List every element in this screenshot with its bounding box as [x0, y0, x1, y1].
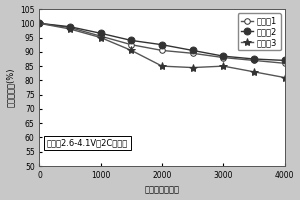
实施例3 — [68, 28, 72, 30]
实施例2 — [38, 22, 41, 25]
Line: 实施例2: 实施例2 — [36, 20, 288, 64]
Line: 实施例1: 实施例1 — [37, 21, 287, 66]
实施例3 — [191, 66, 194, 69]
实施例1 — [68, 26, 72, 29]
实施例3 — [130, 49, 133, 52]
实施例3 — [38, 22, 41, 25]
实施例2 — [68, 26, 72, 28]
实施例1 — [252, 59, 256, 62]
实施例2 — [160, 44, 164, 46]
实施例3 — [160, 65, 164, 67]
实施例2 — [252, 58, 256, 60]
实施例1 — [191, 52, 194, 54]
Legend: 实施例1, 实施例2, 实施例3: 实施例1, 实施例2, 实施例3 — [238, 13, 280, 50]
实施例2 — [283, 59, 286, 62]
Line: 实施例3: 实施例3 — [35, 19, 289, 82]
X-axis label: 循环次数（次）: 循环次数（次） — [145, 185, 180, 194]
Y-axis label: 容量保持率(%): 容量保持率(%) — [6, 68, 15, 107]
实施例2 — [191, 49, 194, 52]
实施例1 — [130, 44, 133, 46]
实施例2 — [99, 32, 103, 35]
实施例3 — [283, 76, 286, 79]
实施例3 — [222, 65, 225, 67]
实施例1 — [283, 62, 286, 64]
实施例2 — [222, 55, 225, 57]
实施例1 — [38, 22, 41, 25]
实施例2 — [130, 39, 133, 42]
实施例1 — [222, 56, 225, 59]
实施例3 — [252, 71, 256, 73]
实施例1 — [99, 35, 103, 37]
Text: 常温，2.6-4.1V，2C条件下: 常温，2.6-4.1V，2C条件下 — [47, 138, 128, 147]
实施例1 — [160, 49, 164, 52]
实施例3 — [99, 36, 103, 39]
